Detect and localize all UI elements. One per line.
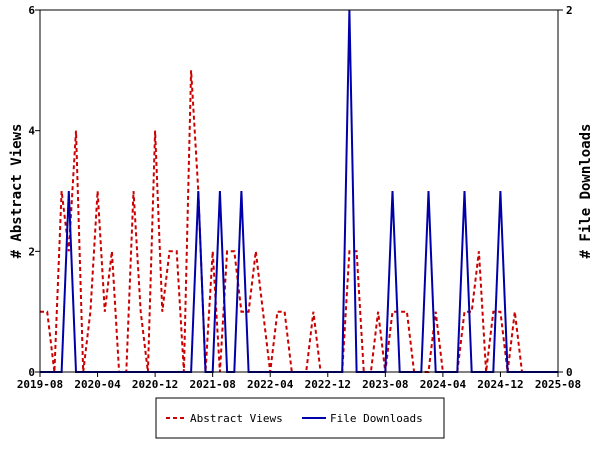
x-tick-label-8: 2024-12 [477,378,523,391]
x-tick-label-9: 2025-08 [535,378,581,391]
plot-frame [39,9,559,373]
y-left-tick-label-3: 6 [28,4,35,17]
legend-file-downloads-label: File Downloads [330,412,423,425]
y-left-tick-label-1: 2 [28,245,35,258]
x-tick-label-3: 2021-08 [189,378,235,391]
abstract-views-line [40,70,558,373]
series-layer [39,9,559,373]
file-downloads-line [40,9,558,373]
y-right-tick-label-1: 2 [566,4,573,17]
x-tick-label-7: 2024-04 [420,378,467,391]
x-tick-label-5: 2022-12 [305,378,351,391]
legend: Abstract Views File Downloads [155,397,445,439]
y-left-tick-label-2: 4 [28,125,35,138]
legend-abstract-views-label: Abstract Views [190,412,283,425]
legend-box [155,397,445,439]
axes-layer: 2019-08 2020-04 2020-12 2021-08 2022-04 2022-… [9,4,594,391]
x-tick-label-6: 2023-08 [362,378,408,391]
x-tick-label-2: 2020-12 [132,378,178,391]
y-right-tick-label-0: 0 [566,366,573,379]
x-tick-label-0: 2019-08 [17,378,63,391]
x-tick-label-4: 2022-04 [247,378,294,391]
y-left-axis-title: # Abstract Views [9,124,25,259]
x-tick-label-1: 2020-04 [74,378,121,391]
y-right-axis-title: # File Downloads [578,124,594,259]
y-left-tick-label-0: 0 [28,366,35,379]
